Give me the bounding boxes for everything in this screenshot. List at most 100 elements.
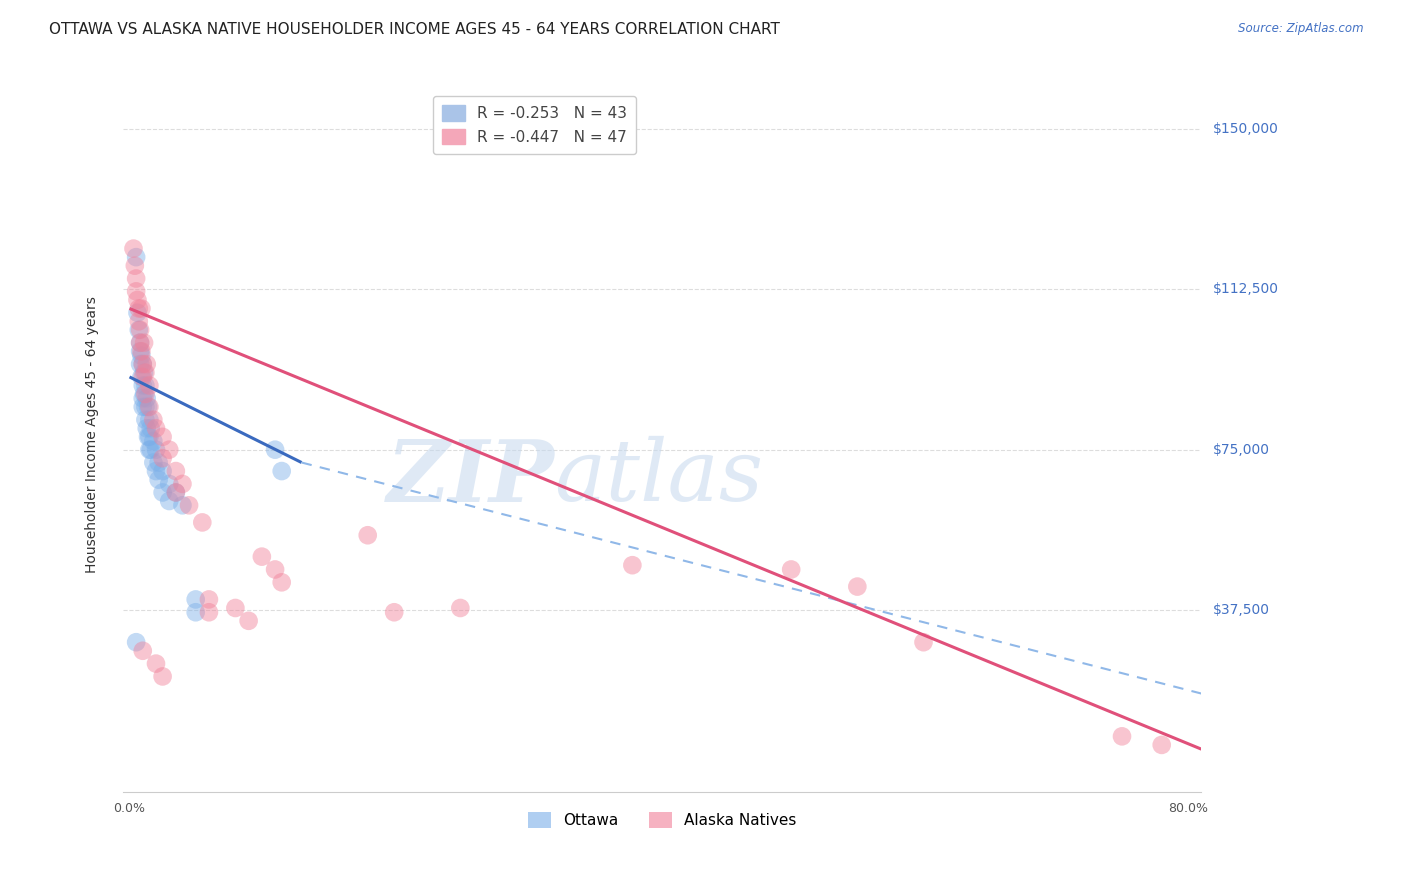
Point (134, 387, 156, 401)
Point (145, 442, 167, 457)
Point (1111, 729, 1133, 743)
Point (139, 421, 162, 435)
Point (132, 335, 155, 350)
Point (1150, 738, 1173, 752)
Text: $112,500: $112,500 (1212, 282, 1278, 296)
Point (125, 635, 148, 649)
Point (134, 413, 156, 427)
Point (125, 285, 148, 299)
Point (191, 516, 214, 530)
Point (129, 357, 152, 371)
Text: $75,000: $75,000 (1212, 442, 1270, 457)
Point (131, 344, 153, 359)
Point (250, 549, 273, 564)
Point (157, 494, 180, 508)
Point (131, 370, 153, 384)
Point (136, 430, 159, 444)
Text: Source: ZipAtlas.com: Source: ZipAtlas.com (1239, 22, 1364, 36)
Point (224, 601, 246, 615)
Point (134, 378, 156, 392)
Point (846, 580, 869, 594)
Point (128, 314, 150, 328)
Point (132, 357, 155, 371)
Point (912, 635, 935, 649)
Point (135, 421, 157, 435)
Point (129, 335, 152, 350)
Point (138, 413, 160, 427)
Point (382, 605, 405, 619)
Point (129, 335, 152, 350)
Point (132, 378, 155, 392)
Point (136, 400, 159, 414)
Point (165, 464, 187, 478)
Point (128, 323, 150, 337)
Point (152, 430, 174, 444)
Point (132, 370, 155, 384)
Point (142, 434, 165, 449)
Text: atlas: atlas (554, 436, 763, 519)
Point (138, 400, 160, 414)
Point (132, 366, 155, 380)
Point (172, 498, 194, 512)
Point (165, 485, 187, 500)
Point (139, 442, 162, 457)
Point (132, 392, 155, 406)
Point (138, 378, 160, 392)
Point (165, 485, 187, 500)
Point (125, 271, 148, 285)
Point (138, 442, 160, 457)
Point (132, 400, 155, 414)
Point (134, 366, 156, 380)
Point (124, 259, 146, 273)
Point (198, 592, 221, 607)
Point (198, 605, 221, 619)
Point (132, 357, 155, 371)
Point (127, 293, 149, 307)
Point (127, 306, 149, 320)
Point (184, 605, 207, 619)
Point (132, 387, 155, 401)
Point (148, 473, 170, 487)
Point (129, 344, 152, 359)
Point (264, 442, 287, 457)
Point (449, 601, 471, 615)
Point (157, 442, 180, 457)
Point (135, 392, 157, 406)
Point (125, 250, 148, 264)
Point (145, 464, 167, 478)
Text: $37,500: $37,500 (1212, 603, 1270, 617)
Point (134, 400, 156, 414)
Legend: Ottawa, Alaska Natives: Ottawa, Alaska Natives (522, 806, 803, 834)
Point (152, 464, 174, 478)
Point (157, 476, 180, 491)
Point (357, 528, 380, 542)
Point (172, 476, 194, 491)
Text: OTTAWA VS ALASKA NATIVE HOUSEHOLDER INCOME AGES 45 - 64 YEARS CORRELATION CHART: OTTAWA VS ALASKA NATIVE HOUSEHOLDER INCO… (49, 22, 780, 37)
Point (152, 451, 174, 466)
Point (270, 464, 292, 478)
Point (142, 413, 165, 427)
Point (152, 485, 174, 500)
Point (131, 349, 153, 363)
Point (135, 357, 157, 371)
Point (131, 301, 153, 316)
Text: ZIP: ZIP (387, 436, 554, 519)
Point (621, 558, 644, 573)
Point (129, 323, 152, 337)
Point (148, 456, 170, 470)
Point (184, 592, 207, 607)
Point (152, 669, 174, 683)
Point (238, 614, 260, 628)
Y-axis label: Householder Income Ages 45 - 64 years: Householder Income Ages 45 - 64 years (86, 296, 100, 574)
Point (177, 498, 200, 512)
Point (128, 301, 150, 316)
Point (270, 575, 292, 590)
Point (780, 562, 803, 576)
Point (138, 430, 160, 444)
Point (145, 421, 167, 435)
Point (122, 242, 145, 256)
Point (132, 644, 155, 658)
Point (145, 657, 167, 671)
Text: $150,000: $150,000 (1212, 122, 1278, 136)
Point (142, 456, 165, 470)
